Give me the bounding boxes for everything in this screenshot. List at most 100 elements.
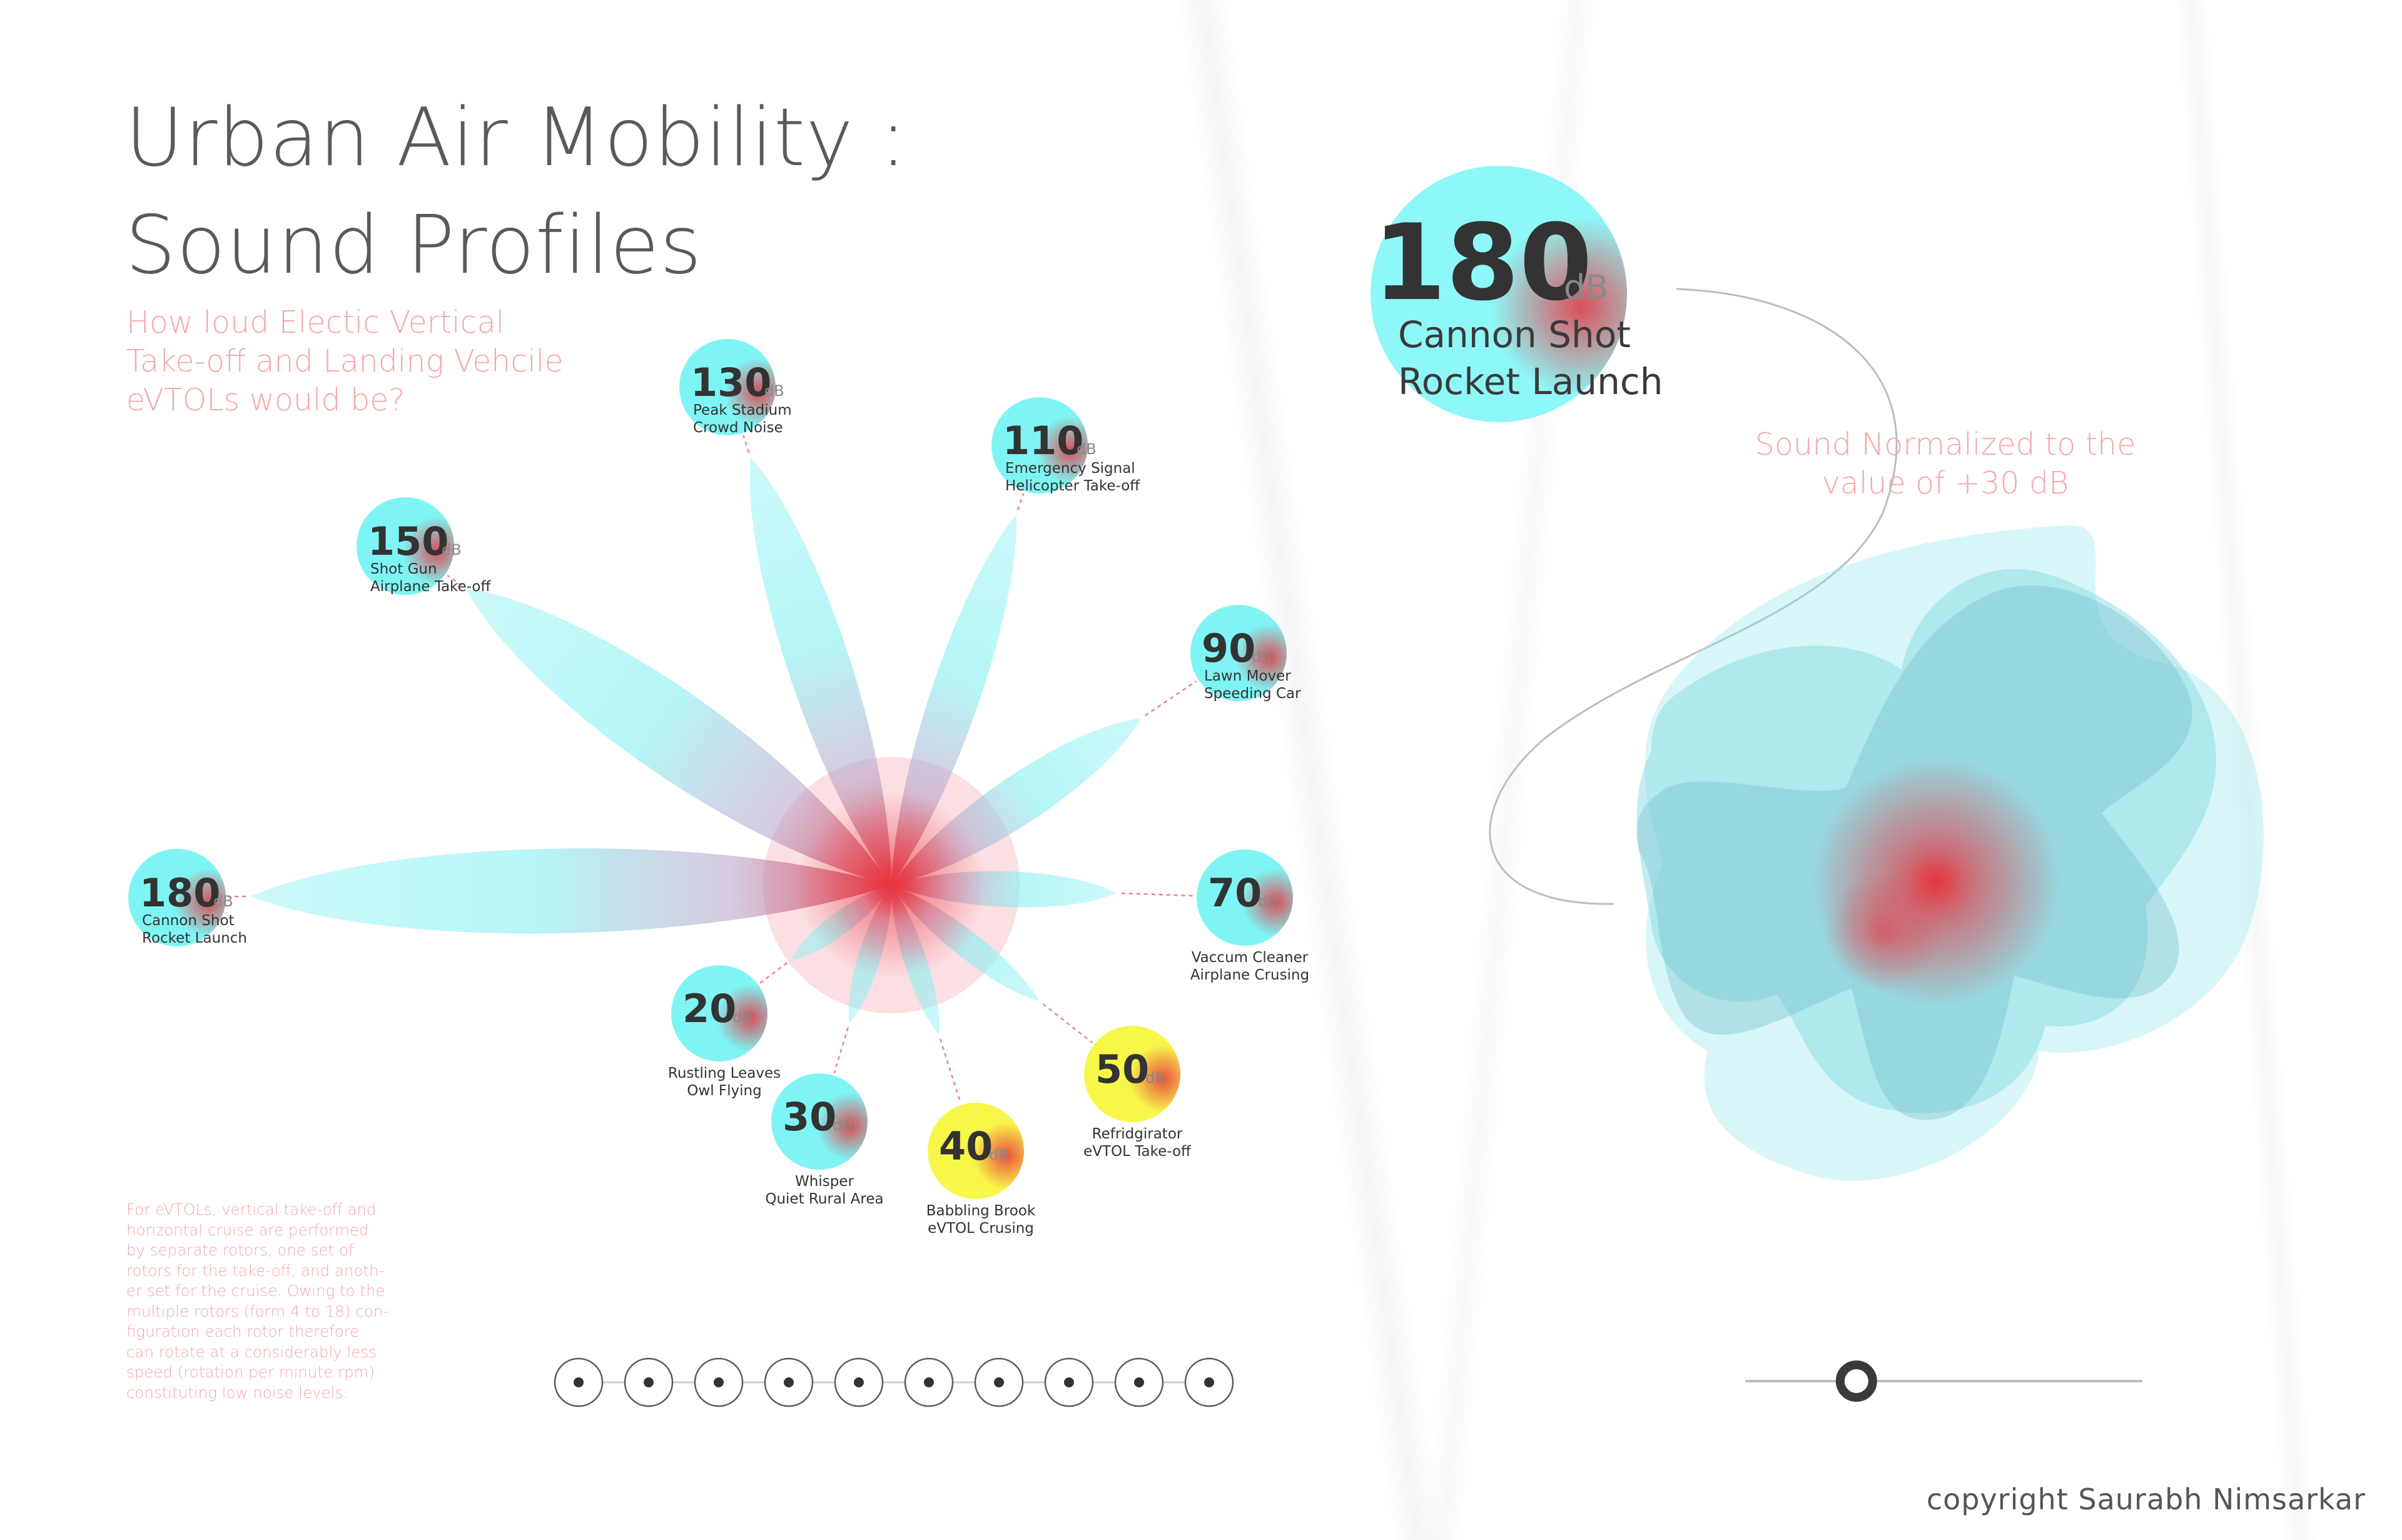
sound-node-value: 40 <box>939 1123 993 1169</box>
pagination-dot-10[interactable] <box>1184 1357 1234 1407</box>
sound-node-unit: dB <box>1258 893 1278 910</box>
connector-curve <box>1489 288 1898 905</box>
sound-node-label-line1: Refridgirator <box>1092 1126 1183 1142</box>
sound-node-accent <box>1197 849 1293 946</box>
blob-glow-secondary <box>1823 873 1942 991</box>
sound-node-value: 130 <box>691 360 771 405</box>
page-title: Urban Air Mobility : Sound Profiles <box>125 91 908 292</box>
leader-line-40 <box>939 1038 961 1103</box>
sound-node-value: 110 <box>1003 418 1083 464</box>
sound-slider[interactable] <box>1745 1360 2142 1402</box>
sound-node-accent <box>771 1073 868 1170</box>
sound-node-unit: dB <box>989 1146 1009 1163</box>
pagination <box>554 1357 1234 1407</box>
sound-node-unit: dB <box>1077 440 1097 458</box>
leader-line-90 <box>1145 680 1197 716</box>
pagination-dot-center <box>994 1377 1004 1387</box>
sound-node-label-line1: Emergency Signal <box>1005 460 1135 477</box>
sound-node-label-line2: Airplane Crusing <box>1190 967 1309 983</box>
pagination-dot-center <box>784 1377 794 1387</box>
sound-node-unit: dB <box>442 541 462 559</box>
sound-node-unit: dB <box>213 893 233 910</box>
sound-node-label-line2: Crowd Noise <box>693 420 783 436</box>
leader-line-50 <box>1042 1003 1093 1043</box>
sound-node-accent <box>928 1103 1024 1199</box>
sound-petal-130 <box>749 457 891 885</box>
selected-unit: dB <box>1564 268 1608 307</box>
pagination-dot-center <box>854 1377 864 1387</box>
leader-line-150 <box>447 574 462 586</box>
leader-line-30 <box>833 1027 849 1073</box>
pagination-dot-7[interactable] <box>974 1357 1024 1407</box>
sound-node-value: 150 <box>368 519 448 564</box>
pagination-dot-center <box>1064 1377 1074 1387</box>
sound-node-value: 50 <box>1095 1046 1149 1092</box>
pagination-dot-3[interactable] <box>694 1357 744 1407</box>
pagination-dot-5[interactable] <box>834 1357 884 1407</box>
sound-node-label-line1: Shot Gun <box>370 561 437 577</box>
leader-line-110 <box>1016 493 1025 510</box>
sound-node-unit: dB <box>764 382 784 400</box>
sound-node-label-line1: Rustling Leaves <box>668 1065 781 1082</box>
leader-line-130 <box>742 435 750 453</box>
pagination-dot-1[interactable] <box>554 1357 604 1407</box>
sound-petal-110 <box>891 514 1016 885</box>
sound-node-label-line2: Airplane Take-off <box>370 579 491 595</box>
sound-node-unit: dB <box>1252 648 1272 666</box>
sound-node-unit: dB <box>1145 1069 1165 1087</box>
selected-value: 180 <box>1373 201 1593 324</box>
leader-line-70 <box>1121 892 1195 897</box>
sound-node-accent <box>128 849 226 946</box>
selected-label-line1: Cannon Shot <box>1398 313 1631 356</box>
normalized-sound-shape <box>1636 525 2264 1181</box>
pagination-dot-6[interactable] <box>904 1357 954 1407</box>
sound-node-label-line2: eVTOL Take-off <box>1083 1143 1192 1160</box>
sound-node-label-line2: Owl Flying <box>687 1083 761 1099</box>
evtol-note: For eVTOLs, vertical take-off and horizo… <box>126 1200 389 1402</box>
sound-node-label-line2: Helicopter Take-off <box>1005 478 1140 494</box>
pagination-dot-center <box>644 1377 654 1387</box>
sound-node-value: 20 <box>682 986 736 1031</box>
sound-node-label-line1: Peak Stadium <box>693 402 792 418</box>
sound-node-label-line1: Whisper <box>795 1173 854 1190</box>
sound-node-accent <box>1084 1026 1180 1122</box>
sound-node-unit: dB <box>732 1008 753 1026</box>
center-glow <box>798 791 985 979</box>
sound-node-value: 180 <box>139 870 220 916</box>
pagination-dot-2[interactable] <box>624 1357 674 1407</box>
pagination-dot-center <box>714 1377 724 1387</box>
sound-node-accent <box>357 497 454 595</box>
sound-node-accent <box>679 339 776 435</box>
copyright: copyright Saurabh Nimsarkar <box>1926 1482 2366 1516</box>
sound-node-accent <box>671 965 768 1061</box>
sound-petal-150 <box>465 588 891 885</box>
pagination-dot-center <box>1134 1377 1144 1387</box>
sound-node-value: 70 <box>1208 870 1262 916</box>
sound-node-label-line1: Vaccum Cleaner <box>1192 950 1309 966</box>
selected-sound-bubble: 180 dB Cannon Shot Rocket Launch <box>1371 166 1663 422</box>
slider-handle[interactable] <box>1835 1360 1877 1402</box>
pagination-dot-center <box>924 1377 934 1387</box>
sound-node-label-line1: Lawn Mover <box>1204 668 1291 684</box>
selected-bubble-accent <box>1371 166 1627 422</box>
sound-petal-180 <box>250 848 891 934</box>
sound-node-label-line2: Quiet Rural Area <box>765 1191 883 1207</box>
pagination-dot-4[interactable] <box>764 1357 814 1407</box>
sound-node-value: 90 <box>1202 626 1255 671</box>
sound-node-label-line1: Babbling Brook <box>926 1203 1036 1219</box>
sound-node-label-line1: Cannon Shot <box>142 913 235 929</box>
sound-node-accent <box>991 397 1088 494</box>
pagination-dot-9[interactable] <box>1114 1357 1164 1407</box>
pagination-dot-8[interactable] <box>1044 1357 1094 1407</box>
